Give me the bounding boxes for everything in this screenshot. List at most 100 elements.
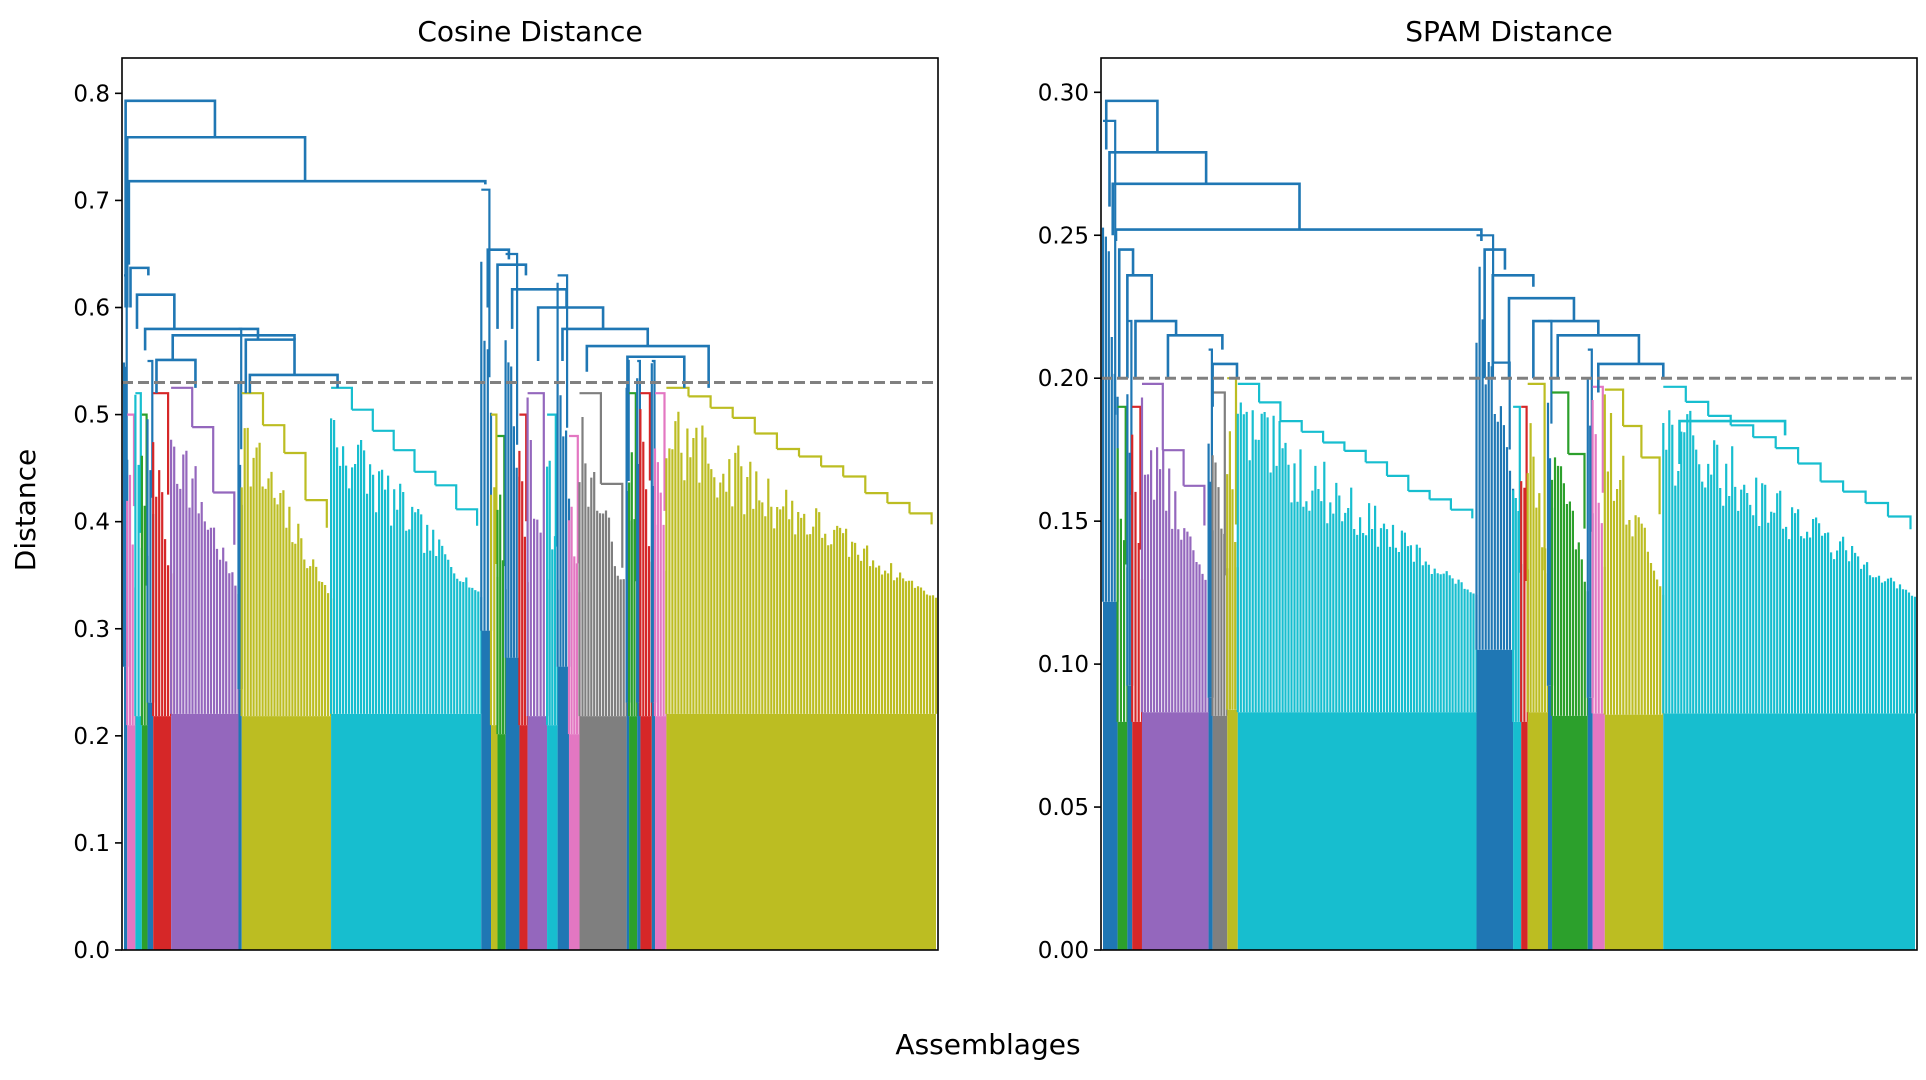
- cosine-ytick-label: 0.0: [73, 938, 110, 964]
- spam-cluster-8-base: [1237, 712, 1477, 950]
- spam-ytick-label: 0.25: [1038, 223, 1089, 249]
- cosine-cluster-25-branches: [653, 392, 668, 717]
- spam-cluster-3-branches: [1131, 405, 1144, 722]
- cosine-cluster-3-branches: [140, 413, 149, 726]
- cosine-link-11: [496, 263, 528, 329]
- spam-cluster-6-base: [1212, 715, 1228, 950]
- spam-cluster-3-base: [1132, 721, 1142, 950]
- spam-link-7: [1166, 334, 1224, 379]
- spam-ytick-label: 0.05: [1038, 795, 1089, 821]
- cosine-cluster-16-base: [547, 725, 558, 950]
- cosine-cluster-12-base: [497, 734, 506, 950]
- cosine-link-16: [626, 355, 686, 437]
- cosine-link-12: [510, 287, 568, 329]
- cosine-cluster-6-base: [171, 713, 239, 950]
- cosine-ytick-label: 0.6: [73, 296, 110, 322]
- spam-link-15: [1678, 419, 1787, 464]
- cosine-cluster-0-branches: [122, 274, 129, 667]
- cosine-cluster-18-base: [568, 734, 580, 950]
- spam-y-ticks: 0.00 0.05 0.10 0.15 0.20 0.25 0.30: [1038, 80, 1101, 964]
- cosine-cluster-24-branches: [650, 359, 657, 703]
- cosine-ytick-label: 0.4: [73, 510, 110, 536]
- cosine-link-13: [536, 306, 605, 362]
- cosine-link-1: [125, 135, 307, 308]
- cosine-cluster-14-branches: [518, 413, 529, 726]
- cosine-cluster-21-base: [629, 716, 638, 950]
- spam-dendrogram-links: [1104, 99, 1787, 464]
- spam-title: SPAM Distance: [1405, 15, 1613, 48]
- spam-cluster-13-branches: [1546, 319, 1554, 686]
- cosine-cluster-17-branches: [556, 274, 571, 667]
- cosine-link-3: [129, 266, 150, 308]
- cosine-cluster-19-base: [579, 716, 627, 950]
- cosine-y-ticks: 0.0 0.1 0.2 0.3 0.4 0.5 0.6 0.7 0.8: [73, 81, 122, 964]
- spam-axes-frame: [1100, 57, 1918, 951]
- y-axis-label: Distance: [9, 449, 42, 571]
- cosine-ytick-label: 0.7: [73, 188, 110, 214]
- cosine-cluster-10-base: [481, 630, 492, 950]
- spam-cluster-11-branches: [1520, 405, 1529, 722]
- spam-ytick-label: 0.00: [1038, 938, 1089, 964]
- cosine-cluster-15-base: [527, 716, 548, 950]
- cosine-cluster-10-branches: [480, 188, 493, 631]
- spam-cluster-5-base: [1208, 697, 1213, 950]
- cosine-link-4: [135, 293, 176, 329]
- cosine-cluster-7-branches: [237, 327, 243, 690]
- spam-cluster-5-branches: [1207, 348, 1214, 698]
- cosine-cluster-12-branches: [496, 434, 507, 735]
- cosine-cluster-7-base: [238, 689, 242, 950]
- cosine-link-0: [124, 99, 217, 308]
- cosine-axes-frame: [121, 57, 939, 951]
- cosine-title: Cosine Distance: [417, 15, 642, 48]
- spam-cluster-12-base: [1527, 712, 1548, 950]
- cosine-cluster-11-branches: [489, 413, 499, 726]
- spam-link-8: [1211, 362, 1239, 407]
- spam-link-1: [1108, 151, 1208, 207]
- spam-link-10: [1491, 273, 1535, 379]
- spam-link-12: [1532, 319, 1600, 379]
- cosine-ytick-label: 0.5: [73, 403, 110, 429]
- cosine-cluster-23-base: [640, 716, 652, 950]
- cosine-cluster-9-branches: [330, 386, 483, 714]
- spam-cluster-7-base: [1227, 709, 1238, 950]
- spam-ytick-label: 0.20: [1038, 366, 1089, 392]
- spam-cluster-0-base: [1103, 601, 1118, 950]
- spam-cluster-15-base: [1587, 697, 1593, 950]
- spam-cluster-0-branches: [1101, 119, 1119, 602]
- spam-cluster-15-branches: [1586, 348, 1594, 698]
- cosine-cluster-3-base: [141, 725, 148, 950]
- spam-cluster-fills: [1101, 119, 1917, 950]
- cosine-cluster-6-branches: [170, 386, 240, 714]
- cosine-link-6: [171, 334, 296, 362]
- cosine-cluster-22-base: [637, 702, 641, 950]
- cosine-cluster-13-branches: [504, 252, 521, 658]
- spam-ytick-label: 0.10: [1038, 652, 1089, 678]
- cosine-distance-panel: 0.0 0.1 0.2 0.3 0.4 0.5 0.6 0.7 0.8 Cosine Dista…: [73, 15, 939, 964]
- cosine-cluster-fills: [122, 188, 938, 950]
- cosine-cluster-2-branches: [134, 392, 143, 717]
- cosine-cluster-26-base: [666, 713, 936, 950]
- spam-link-4: [1117, 248, 1135, 379]
- cosine-cluster-5-base: [153, 716, 172, 950]
- cosine-cluster-22-branches: [636, 359, 642, 703]
- spam-link-6: [1134, 319, 1178, 379]
- spam-cluster-4-branches: [1140, 382, 1210, 713]
- spam-cluster-16-base: [1592, 713, 1605, 950]
- cosine-cluster-1-branches: [126, 413, 137, 726]
- spam-cluster-18-branches: [1662, 385, 1917, 714]
- cosine-cluster-8-branches: [240, 392, 333, 717]
- cosine-cluster-21-branches: [628, 392, 639, 717]
- cosine-cluster-20-base: [626, 702, 630, 950]
- cosine-cluster-23-branches: [639, 392, 653, 717]
- cosine-cluster-8-base: [241, 716, 332, 950]
- spam-cluster-16-branches: [1591, 385, 1606, 714]
- cosine-cluster-1-base: [127, 725, 136, 950]
- cosine-cluster-26-branches: [665, 386, 938, 714]
- cosine-cluster-0-base: [124, 666, 128, 950]
- cosine-cluster-13-base: [505, 657, 520, 950]
- spam-cluster-17-base: [1604, 714, 1664, 950]
- spam-distance-panel: 0.00 0.05 0.10 0.15 0.20 0.25 0.30 SPAM Distan…: [1038, 15, 1918, 964]
- spam-cluster-9-base: [1476, 649, 1514, 950]
- spam-cluster-8-branches: [1236, 382, 1478, 713]
- cosine-cluster-2-base: [135, 716, 142, 950]
